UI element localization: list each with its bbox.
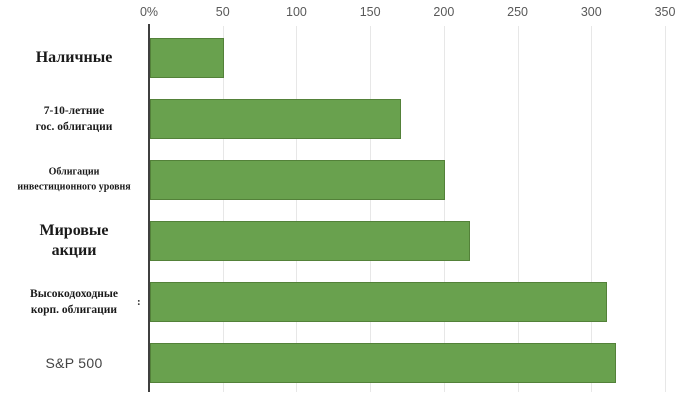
bar-1 [150,99,401,139]
x-axis-tick-label-350: 350 [654,5,676,19]
bar-5 [150,343,616,383]
gridline-350 [665,26,666,392]
category-label-5: S&P 500 [45,355,103,371]
x-axis-tick-label-150: 150 [359,5,381,19]
gridline-150 [370,26,372,392]
bar-2 [150,160,445,200]
x-axis-tick-label-300: 300 [580,5,602,19]
gridline-100 [296,26,298,392]
category-label-0: Наличные [35,49,113,66]
x-axis-tick-label-0: 0% [139,5,159,19]
y-axis-line [148,24,150,392]
bar-3 [150,221,470,261]
category-label-3: Мировые акции [39,222,109,259]
bar-0 [150,38,224,78]
stray-text-fragment: : [137,296,141,308]
x-axis-tick-label-100: 100 [285,5,307,19]
x-axis-tick-label-200: 200 [433,5,455,19]
bar-4 [150,282,607,322]
gridline-50 [222,26,224,392]
x-axis-tick-label-250: 250 [507,5,528,19]
x-axis-tick-label-50: 50 [215,5,230,19]
category-label-2: Облигации инвестиционного уровня [17,166,131,193]
category-label-1: 7-10-летние гос. облигации [35,104,113,133]
category-label-4: Высокодоходные корп. облигации [30,287,118,316]
gridline-200 [443,26,445,392]
gridline-250 [517,26,519,392]
gridline-300 [591,26,593,392]
